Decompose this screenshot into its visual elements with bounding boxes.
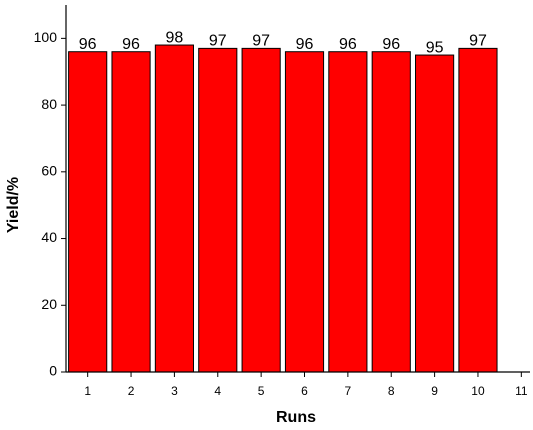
y-tick-label: 40 [41, 229, 57, 245]
y-tick-label: 20 [41, 296, 57, 312]
bar [198, 47, 238, 373]
x-tick-label: 4 [214, 384, 221, 398]
bar [284, 51, 325, 373]
bar [415, 54, 455, 373]
bar [328, 51, 368, 373]
x-tick-label: 1 [84, 384, 91, 398]
value-label: 97 [469, 33, 487, 50]
y-tick-label: 0 [49, 363, 57, 379]
bar [241, 47, 281, 373]
x-tick-label: 3 [171, 384, 178, 398]
value-label: 97 [252, 33, 270, 50]
y-axis-title: Yield/% [5, 177, 22, 233]
value-label: 96 [339, 36, 357, 53]
bar [154, 44, 194, 373]
value-label: 98 [166, 29, 184, 46]
y-tick-label: 80 [41, 96, 57, 112]
x-tick-label: 6 [301, 384, 308, 398]
bar [68, 51, 108, 373]
bar [458, 47, 498, 373]
value-label: 96 [382, 36, 400, 53]
y-tick-label: 100 [34, 29, 58, 45]
bar [111, 51, 151, 373]
value-label: 95 [426, 39, 444, 56]
x-axis-title: Runs [276, 409, 316, 426]
value-label: 96 [122, 36, 140, 53]
x-tick-label: 9 [431, 384, 438, 398]
y-tick-label: 60 [41, 163, 57, 179]
x-tick-label: 5 [258, 384, 265, 398]
bar [371, 51, 411, 373]
value-label: 96 [79, 36, 97, 53]
value-label: 97 [209, 33, 227, 50]
x-tick-label: 7 [345, 384, 352, 398]
x-tick-label: 2 [128, 384, 135, 398]
value-label: 96 [296, 36, 314, 53]
x-tick-label: 11 [515, 384, 528, 398]
x-tick-label: 8 [388, 384, 395, 398]
x-tick-label: 10 [471, 384, 485, 398]
